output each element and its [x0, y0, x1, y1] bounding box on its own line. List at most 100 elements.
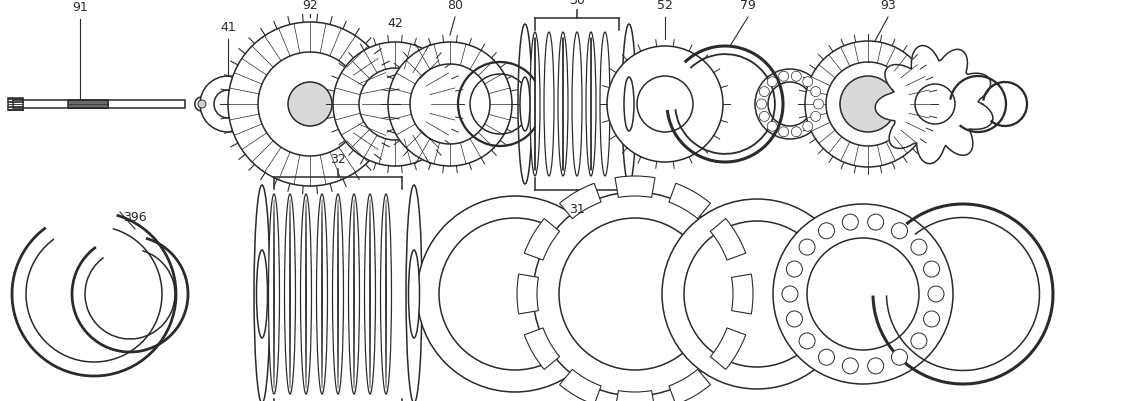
Wedge shape — [669, 369, 710, 401]
Wedge shape — [669, 184, 710, 219]
Circle shape — [637, 77, 693, 133]
Circle shape — [417, 196, 613, 392]
Ellipse shape — [586, 33, 596, 176]
Circle shape — [787, 311, 803, 327]
Circle shape — [891, 223, 907, 239]
Circle shape — [773, 205, 953, 384]
Ellipse shape — [544, 33, 554, 176]
Circle shape — [759, 112, 770, 122]
Text: 42: 42 — [388, 17, 402, 30]
Circle shape — [803, 122, 813, 132]
Circle shape — [868, 358, 884, 374]
Circle shape — [200, 77, 256, 133]
Circle shape — [923, 311, 939, 327]
Circle shape — [840, 77, 896, 133]
Ellipse shape — [406, 186, 422, 401]
Circle shape — [359, 69, 431, 141]
Circle shape — [288, 83, 332, 127]
Ellipse shape — [254, 186, 270, 401]
Circle shape — [811, 112, 821, 122]
Circle shape — [911, 239, 927, 255]
Text: 79: 79 — [740, 0, 756, 12]
Circle shape — [228, 23, 392, 186]
Circle shape — [534, 192, 736, 396]
Wedge shape — [560, 369, 601, 401]
Circle shape — [759, 87, 770, 97]
Wedge shape — [614, 176, 656, 198]
Text: 31: 31 — [569, 203, 585, 215]
Text: 80: 80 — [447, 0, 463, 12]
Text: 91: 91 — [72, 1, 88, 14]
Circle shape — [842, 215, 858, 231]
Circle shape — [791, 72, 801, 82]
Ellipse shape — [256, 250, 268, 338]
Ellipse shape — [349, 194, 359, 394]
Circle shape — [757, 100, 766, 110]
Ellipse shape — [520, 78, 530, 132]
Ellipse shape — [381, 194, 391, 394]
Ellipse shape — [285, 194, 295, 394]
Text: 93: 93 — [880, 0, 896, 12]
Circle shape — [606, 47, 723, 162]
Wedge shape — [732, 274, 754, 314]
Circle shape — [842, 358, 858, 374]
FancyBboxPatch shape — [13, 101, 185, 108]
Ellipse shape — [518, 25, 532, 184]
Circle shape — [779, 72, 789, 82]
Circle shape — [198, 101, 206, 109]
FancyBboxPatch shape — [68, 100, 108, 109]
Ellipse shape — [408, 250, 420, 338]
Circle shape — [767, 122, 777, 132]
Wedge shape — [710, 219, 746, 260]
Wedge shape — [524, 219, 560, 260]
Circle shape — [439, 219, 591, 370]
Circle shape — [811, 87, 821, 97]
Circle shape — [891, 349, 907, 365]
Circle shape — [333, 43, 457, 166]
Wedge shape — [524, 328, 560, 370]
Circle shape — [559, 219, 711, 370]
Circle shape — [826, 63, 910, 147]
Circle shape — [911, 333, 927, 349]
Ellipse shape — [530, 33, 540, 176]
Ellipse shape — [600, 33, 610, 176]
Circle shape — [923, 261, 939, 277]
Text: 41: 41 — [220, 21, 236, 34]
Circle shape — [258, 53, 363, 157]
Text: 92: 92 — [302, 0, 318, 12]
Circle shape — [807, 239, 919, 350]
Circle shape — [791, 128, 801, 138]
Circle shape — [787, 261, 803, 277]
Ellipse shape — [301, 194, 311, 394]
Circle shape — [814, 100, 823, 110]
Circle shape — [928, 286, 944, 302]
Wedge shape — [710, 328, 746, 370]
Text: 32: 32 — [331, 153, 345, 166]
Wedge shape — [518, 274, 538, 314]
Circle shape — [915, 85, 955, 125]
Circle shape — [868, 215, 884, 231]
Ellipse shape — [269, 194, 279, 394]
Circle shape — [684, 221, 830, 367]
Circle shape — [662, 200, 852, 389]
Circle shape — [805, 42, 931, 168]
Wedge shape — [614, 391, 656, 401]
Polygon shape — [876, 47, 993, 164]
Ellipse shape — [317, 194, 327, 394]
Circle shape — [214, 91, 242, 119]
Circle shape — [768, 83, 812, 127]
Ellipse shape — [557, 33, 568, 176]
Wedge shape — [560, 184, 601, 219]
Ellipse shape — [622, 25, 636, 184]
Ellipse shape — [572, 33, 583, 176]
Ellipse shape — [333, 194, 343, 394]
Circle shape — [799, 239, 815, 255]
Circle shape — [799, 333, 815, 349]
Ellipse shape — [624, 78, 634, 132]
Circle shape — [782, 286, 798, 302]
Text: 52: 52 — [657, 0, 673, 12]
Circle shape — [803, 77, 813, 87]
Circle shape — [819, 349, 834, 365]
Text: 396: 396 — [123, 211, 147, 223]
Circle shape — [819, 223, 834, 239]
